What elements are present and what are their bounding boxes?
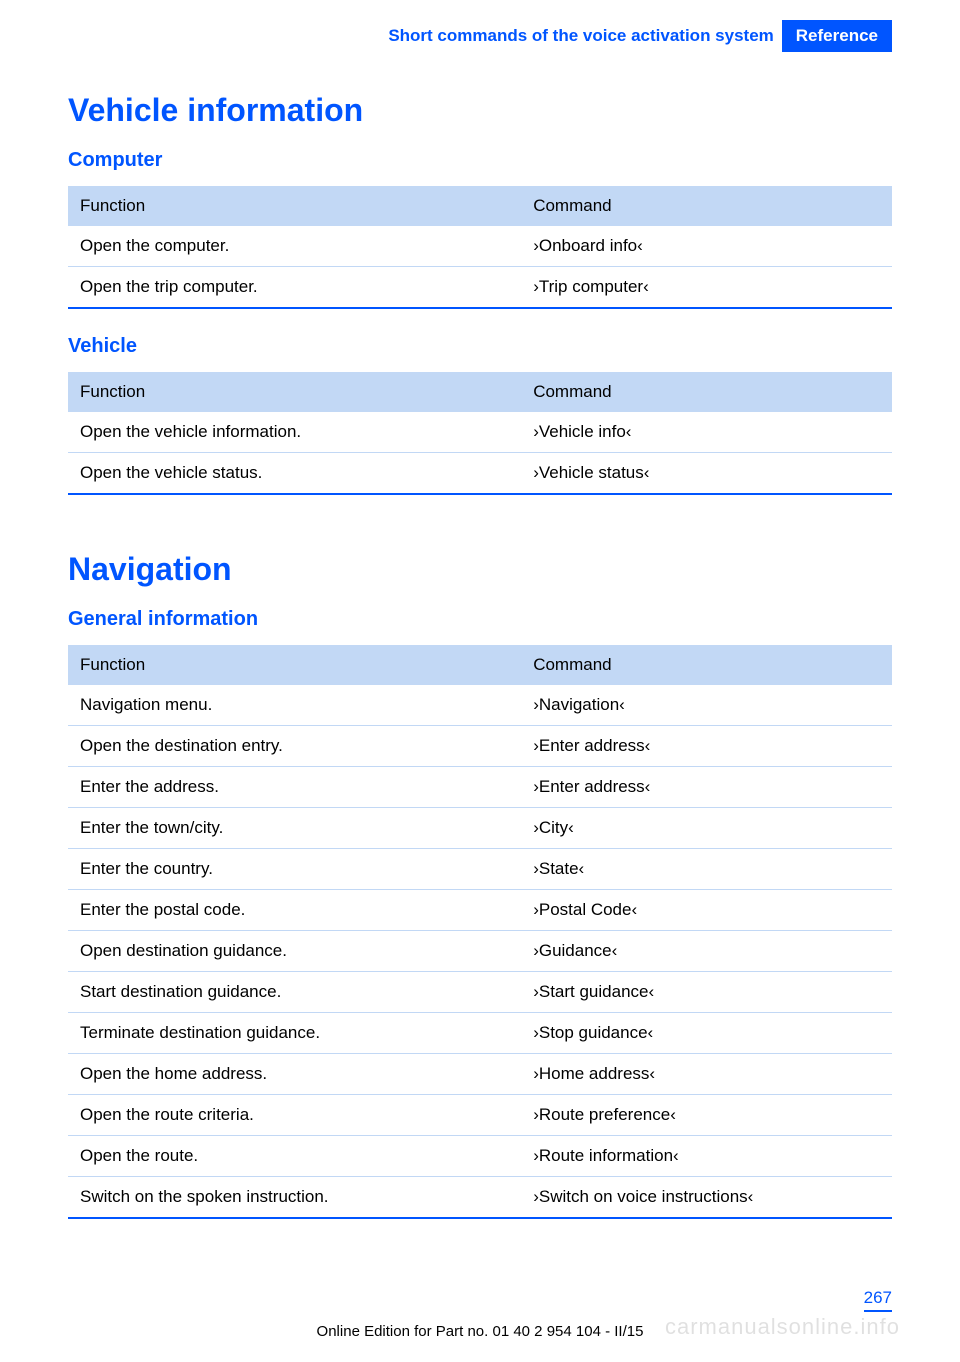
cell-command: ›Enter address‹ xyxy=(521,767,892,808)
table-vehicle: Function Command Open the vehicle inform… xyxy=(68,372,892,495)
cell-command: ›Trip computer‹ xyxy=(521,267,892,309)
cell-function: Enter the postal code. xyxy=(68,890,521,931)
col-function: Function xyxy=(68,186,521,226)
cell-function: Open destination guidance. xyxy=(68,931,521,972)
table-row: Open the trip computer. ›Trip computer‹ xyxy=(68,267,892,309)
cell-command: ›Guidance‹ xyxy=(521,931,892,972)
cell-function: Switch on the spoken instruction. xyxy=(68,1177,521,1219)
cell-function: Enter the address. xyxy=(68,767,521,808)
col-function: Function xyxy=(68,372,521,412)
cell-function: Navigation menu. xyxy=(68,685,521,726)
cell-command: ›Vehicle info‹ xyxy=(521,412,892,453)
cell-function: Enter the town/city. xyxy=(68,808,521,849)
table-row: Start destination guidance.›Start guidan… xyxy=(68,972,892,1013)
subsection-title-general-information: General information xyxy=(68,608,892,631)
col-command: Command xyxy=(521,372,892,412)
cell-command: ›Vehicle status‹ xyxy=(521,453,892,495)
cell-command: ›Route information‹ xyxy=(521,1136,892,1177)
cell-function: Open the vehicle status. xyxy=(68,453,521,495)
table-row: Open the destination entry.›Enter addres… xyxy=(68,726,892,767)
cell-command: ›Start guidance‹ xyxy=(521,972,892,1013)
col-command: Command xyxy=(521,645,892,685)
table-row: Switch on the spoken instruction.›Switch… xyxy=(68,1177,892,1219)
section-title-navigation: Navigation xyxy=(68,551,892,588)
cell-command: ›Onboard info‹ xyxy=(521,226,892,267)
cell-command: ›Switch on voice instructions‹ xyxy=(521,1177,892,1219)
table-row: Enter the address.›Enter address‹ xyxy=(68,767,892,808)
header-section-badge: Reference xyxy=(782,20,892,52)
table-row: Open destination guidance.›Guidance‹ xyxy=(68,931,892,972)
table-row: Open the route criteria.›Route preferenc… xyxy=(68,1095,892,1136)
table-header-row: Function Command xyxy=(68,186,892,226)
cell-command: ›State‹ xyxy=(521,849,892,890)
cell-function: Terminate destination guidance. xyxy=(68,1013,521,1054)
table-row: Open the computer. ›Onboard info‹ xyxy=(68,226,892,267)
table-row: Enter the town/city.›City‹ xyxy=(68,808,892,849)
col-function: Function xyxy=(68,645,521,685)
cell-function: Open the trip computer. xyxy=(68,267,521,309)
cell-command: ›Enter address‹ xyxy=(521,726,892,767)
table-row: Open the vehicle status. ›Vehicle status… xyxy=(68,453,892,495)
cell-function: Open the route. xyxy=(68,1136,521,1177)
table-row: Navigation menu.›Navigation‹ xyxy=(68,685,892,726)
table-row: Open the vehicle information. ›Vehicle i… xyxy=(68,412,892,453)
table-row: Open the home address.›Home address‹ xyxy=(68,1054,892,1095)
table-general-information: Function Command Navigation menu.›Naviga… xyxy=(68,645,892,1219)
cell-function: Open the route criteria. xyxy=(68,1095,521,1136)
cell-function: Open the destination entry. xyxy=(68,726,521,767)
table-computer: Function Command Open the computer. ›Onb… xyxy=(68,186,892,309)
cell-command: ›Route preference‹ xyxy=(521,1095,892,1136)
cell-command: ›Navigation‹ xyxy=(521,685,892,726)
table-row: Terminate destination guidance.›Stop gui… xyxy=(68,1013,892,1054)
cell-function: Open the computer. xyxy=(68,226,521,267)
col-command: Command xyxy=(521,186,892,226)
page-header: Short commands of the voice activation s… xyxy=(0,0,960,52)
cell-command: ›Stop guidance‹ xyxy=(521,1013,892,1054)
table-row: Open the route.›Route information‹ xyxy=(68,1136,892,1177)
page-number: 267 xyxy=(864,1288,892,1312)
page-content: Vehicle information Computer Function Co… xyxy=(0,52,960,1219)
cell-command: ›City‹ xyxy=(521,808,892,849)
subsection-title-computer: Computer xyxy=(68,149,892,172)
cell-function: Enter the country. xyxy=(68,849,521,890)
table-row: Enter the country.›State‹ xyxy=(68,849,892,890)
cell-command: ›Home address‹ xyxy=(521,1054,892,1095)
section-title-vehicle-information: Vehicle information xyxy=(68,92,892,129)
cell-command: ›Postal Code‹ xyxy=(521,890,892,931)
table-row: Enter the postal code.›Postal Code‹ xyxy=(68,890,892,931)
table-header-row: Function Command xyxy=(68,372,892,412)
table-header-row: Function Command xyxy=(68,645,892,685)
cell-function: Open the home address. xyxy=(68,1054,521,1095)
header-chapter: Short commands of the voice activation s… xyxy=(388,26,773,46)
cell-function: Open the vehicle information. xyxy=(68,412,521,453)
footer-edition-note: Online Edition for Part no. 01 40 2 954 … xyxy=(0,1323,960,1340)
cell-function: Start destination guidance. xyxy=(68,972,521,1013)
subsection-title-vehicle: Vehicle xyxy=(68,335,892,358)
